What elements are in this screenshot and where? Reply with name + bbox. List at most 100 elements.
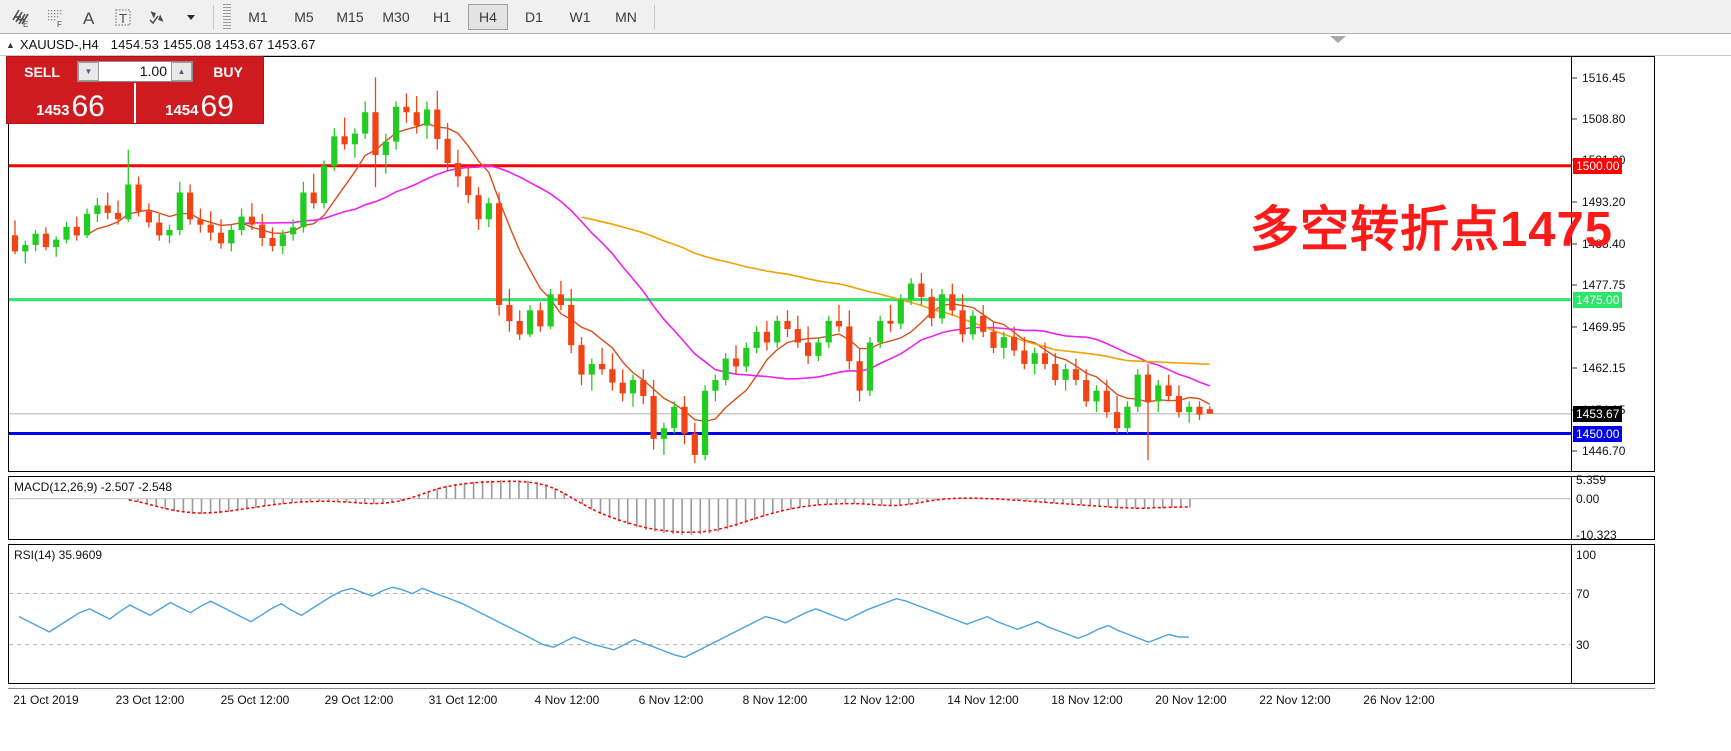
- dotted-chart-f-icon[interactable]: F: [38, 2, 72, 32]
- rsi-pane[interactable]: RSI(14) 35.9609 100 70 30: [8, 544, 1655, 684]
- toolbar-grip[interactable]: [223, 3, 231, 30]
- candle-body: [1175, 396, 1182, 413]
- chevron-down-icon[interactable]: [174, 2, 208, 32]
- candle-body: [1186, 406, 1193, 413]
- candle-body: [588, 363, 595, 375]
- candle-body: [156, 222, 163, 236]
- candle-body: [1041, 353, 1049, 364]
- candle-body: [526, 310, 534, 335]
- candle-body: [516, 321, 523, 335]
- quantity-increase-button[interactable]: ▲: [171, 62, 192, 81]
- rsi-tick-label: 100: [1576, 548, 1597, 563]
- candle-body: [928, 296, 935, 319]
- candle-body: [938, 294, 946, 319]
- scroll-down-arrow-icon[interactable]: [1330, 36, 1346, 43]
- timeframe-w1[interactable]: W1: [569, 8, 591, 25]
- timeframe-mn[interactable]: MN: [615, 8, 637, 25]
- timeframe-m1[interactable]: M1: [248, 8, 268, 25]
- quantity-decrease-button[interactable]: ▼: [78, 62, 99, 81]
- time-tick-label: 4 Nov 12:00: [534, 693, 600, 707]
- candle-body: [217, 232, 225, 244]
- candle-body: [640, 380, 647, 397]
- moving-average-line-0: [86, 122, 1211, 423]
- collapse-triangle-icon[interactable]: ▲: [6, 39, 15, 50]
- candle-body: [609, 369, 616, 383]
- candle-body: [1021, 350, 1028, 364]
- candle-body: [475, 195, 482, 220]
- candle-body: [423, 109, 431, 126]
- candle-body: [866, 342, 873, 391]
- candle-body: [1000, 337, 1007, 348]
- timeframe-m30[interactable]: M30: [382, 8, 410, 25]
- candle-body: [84, 213, 91, 236]
- time-tick-label: 23 Oct 12:00: [115, 693, 185, 707]
- text-a-icon[interactable]: A: [72, 2, 106, 32]
- candle-body: [794, 329, 801, 343]
- macd-tick-label: 0.00: [1576, 491, 1600, 506]
- bar-chart-e-icon[interactable]: E: [4, 2, 38, 32]
- main-toolbar: E F A T: [0, 0, 1731, 34]
- price-level-badge[interactable]: 1500.00: [1573, 157, 1623, 174]
- candle-body: [722, 358, 729, 380]
- price-axis[interactable]: 1516.451508.801501.001493.201485.401477.…: [1571, 57, 1655, 471]
- candle-body: [104, 205, 111, 213]
- buy-button[interactable]: BUY: [213, 63, 243, 80]
- candle-body: [290, 227, 297, 235]
- candle-body: [63, 226, 70, 240]
- candle-body: [362, 112, 369, 134]
- candle-body: [454, 163, 461, 177]
- candle-body: [351, 133, 358, 145]
- candle-body: [547, 294, 554, 327]
- candle-body: [166, 230, 173, 236]
- candle-body: [1011, 337, 1018, 351]
- candle-body: [949, 294, 956, 311]
- candle-body: [835, 321, 843, 327]
- candle-body: [413, 112, 420, 126]
- candle-body: [1093, 390, 1100, 402]
- candle-body: [1155, 385, 1162, 402]
- candle-body: [568, 305, 575, 346]
- time-axis[interactable]: 21 Oct 2019 23 Oct 12:00 25 Oct 12:00 29 Oc…: [8, 688, 1655, 712]
- time-tick-label: 25 Oct 12:00: [220, 693, 290, 707]
- buy-price-integer: 1454: [165, 102, 199, 119]
- price-pane[interactable]: 1516.451508.801501.001493.201485.401477.…: [8, 56, 1655, 472]
- price-tick-label: 1462.15: [1582, 361, 1626, 376]
- trade-prices-row: 1453 66 1454 69: [7, 83, 263, 123]
- quantity-input[interactable]: 1.00: [139, 63, 167, 79]
- candle-body: [444, 138, 451, 163]
- candle-body: [805, 342, 812, 356]
- candle-body: [341, 136, 348, 145]
- svg-text:F: F: [57, 20, 62, 28]
- chart-annotation-text[interactable]: 多空转折点1475: [1250, 203, 1614, 257]
- candle-body: [403, 106, 410, 113]
- candle-body: [784, 321, 791, 329]
- timeframe-m5[interactable]: M5: [294, 8, 314, 25]
- candle-body: [897, 299, 904, 324]
- candle-body: [506, 305, 513, 322]
- price-tick-label: 1485.40: [1582, 236, 1626, 251]
- rsi-plot: [9, 586, 1572, 659]
- price-tick-label: 1508.80: [1582, 111, 1626, 126]
- price-level-badge[interactable]: 1475.00: [1573, 291, 1623, 308]
- timeframe-h4[interactable]: H4: [468, 3, 508, 30]
- candle-body: [908, 283, 915, 300]
- timeframe-m15[interactable]: M15: [336, 8, 364, 25]
- candle-body: [372, 112, 379, 155]
- price-tick-mark: [1572, 284, 1577, 286]
- macd-pane[interactable]: MACD(12,26,9) -2.507 -2.548 5.359 0.00 -10…: [8, 472, 1655, 542]
- buy-price[interactable]: 1454 69: [136, 83, 263, 123]
- price-level-badge[interactable]: 1450.00: [1573, 425, 1623, 442]
- objects-icon[interactable]: [140, 2, 174, 32]
- price-level-badge[interactable]: 1453.67: [1573, 405, 1623, 422]
- candle-body: [207, 224, 214, 233]
- sell-price[interactable]: 1453 66: [7, 83, 136, 123]
- candle-body: [774, 321, 781, 343]
- quantity-stepper[interactable]: ▼ 1.00 ▲: [77, 61, 193, 82]
- candle-body: [732, 358, 740, 367]
- timeframe-d1[interactable]: D1: [525, 8, 543, 25]
- candle-body: [763, 331, 770, 343]
- timeframe-h1[interactable]: H1: [433, 8, 451, 25]
- macd-tick-label: 5.359: [1576, 472, 1607, 487]
- sell-button[interactable]: SELL: [24, 63, 60, 80]
- text-label-t-icon[interactable]: T: [106, 2, 140, 32]
